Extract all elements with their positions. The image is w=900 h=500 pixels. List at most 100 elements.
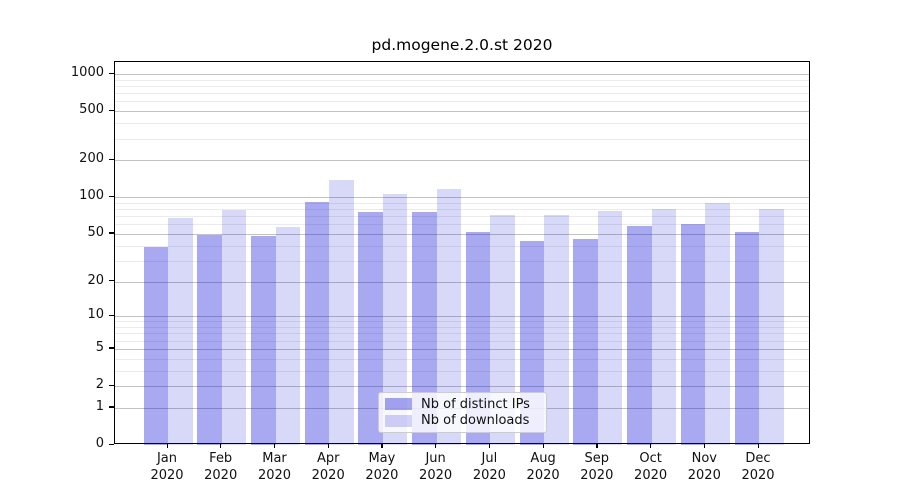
legend-item-downloads: Nb of downloads: [385, 413, 538, 430]
x-tick-label-oct: Oct 2020: [634, 451, 668, 483]
y-tick-20: [109, 280, 114, 282]
x-tick-label-jun: Jun 2020: [419, 451, 453, 483]
bar-distinct-ips-jan: [143, 246, 168, 445]
y-tick-label-20: 20: [87, 272, 104, 288]
x-tick-dec: [757, 444, 759, 448]
gridline-y-minor-7: [115, 333, 809, 335]
gridline-y-2: [115, 386, 809, 387]
gridline-y-minor-400: [115, 123, 809, 125]
bar-downloads-jan: [168, 218, 193, 445]
bar-downloads-mar: [275, 226, 300, 445]
gridline-y-minor-300: [115, 138, 809, 140]
y-tick-0: [109, 443, 114, 445]
x-tick-label-aug: Aug 2020: [526, 451, 560, 483]
y-tick-10: [109, 314, 114, 316]
gridline-y-100: [115, 197, 809, 199]
y-tick-100: [109, 195, 114, 197]
x-tick-jan: [166, 444, 168, 448]
y-tick-label-500: 500: [79, 102, 104, 118]
x-tick-label-feb: Feb 2020: [204, 451, 238, 483]
y-tick-label-5: 5: [95, 339, 104, 355]
bar-downloads-aug: [544, 215, 569, 445]
y-tick-label-10: 10: [87, 307, 104, 323]
x-tick-sep: [596, 444, 598, 448]
bar-downloads-feb: [221, 210, 247, 445]
bar-downloads-oct: [651, 209, 677, 445]
gridline-y-minor-6: [115, 340, 809, 342]
y-tick-2: [109, 384, 114, 386]
x-tick-label-may: May 2020: [365, 451, 399, 483]
y-tick-label-50: 50: [87, 224, 104, 240]
bar-downloads-dec: [759, 209, 784, 445]
gridline-y-20: [115, 281, 809, 283]
legend-item-distinct-ips: Nb of distinct IPs: [385, 396, 538, 413]
y-tick-label-2: 2: [95, 377, 104, 392]
y-tick-label-1000: 1000: [70, 65, 104, 80]
x-tick-label-jan: Jan 2020: [150, 451, 184, 483]
gridline-y-1000: [115, 74, 809, 75]
gridline-y-minor-3: [115, 370, 809, 372]
y-tick-50: [109, 232, 114, 234]
gridline-y-minor-40: [115, 245, 809, 247]
y-tick-label-100: 100: [79, 188, 104, 204]
legend: Nb of distinct IPs Nb of downloads: [378, 392, 547, 433]
gridline-y-minor-8: [115, 327, 809, 328]
bar-distinct-ips-nov: [680, 224, 706, 445]
gridline-y-minor-30: [115, 260, 809, 262]
plot-area: [114, 61, 810, 445]
x-tick-aug: [542, 444, 544, 448]
gridline-y-minor-4: [115, 358, 809, 360]
x-tick-jul: [488, 444, 491, 448]
x-tick-label-dec: Dec 2020: [741, 451, 775, 483]
gridline-y-minor-800: [115, 85, 809, 87]
gridline-y-500: [115, 111, 809, 113]
gridline-y-minor-900: [115, 79, 809, 81]
legend-label-downloads: Nb of downloads: [421, 413, 530, 429]
bar-distinct-ips-apr: [304, 201, 330, 445]
legend-label-distinct-ips: Nb of distinct IPs: [421, 396, 530, 412]
gridline-y-minor-600: [115, 101, 809, 103]
y-tick-label-200: 200: [79, 151, 104, 167]
bar-distinct-ips-sep: [573, 239, 598, 445]
x-tick-label-apr: Apr 2020: [311, 451, 345, 483]
x-tick-jun: [435, 444, 437, 448]
y-tick-label-1: 1: [95, 398, 104, 414]
x-tick-apr: [327, 444, 329, 448]
bar-distinct-ips-dec: [734, 231, 759, 445]
gridline-y-200: [115, 160, 809, 162]
gridline-y-minor-9: [115, 321, 809, 323]
y-tick-label-0: 0: [95, 436, 104, 451]
x-tick-may: [381, 444, 383, 448]
bar-distinct-ips-mar: [251, 236, 276, 445]
x-tick-nov: [703, 444, 706, 448]
x-tick-label-jul: Jul 2020: [472, 451, 506, 483]
bar-distinct-ips-feb: [197, 234, 222, 445]
x-tick-oct: [650, 444, 652, 448]
legend-swatch-downloads: [385, 414, 412, 427]
x-tick-feb: [220, 444, 222, 448]
y-tick-500: [109, 109, 114, 111]
bar-layer: [115, 62, 809, 445]
legend-swatch-distinct-ips: [385, 398, 412, 411]
y-tick-1000: [109, 72, 114, 74]
y-tick-5: [109, 347, 114, 349]
gridline-y-minor-80: [115, 209, 809, 210]
gridline-y-minor-70: [115, 216, 809, 218]
x-tick-label-mar: Mar 2020: [257, 451, 292, 483]
gridline-y-50: [115, 233, 809, 235]
gridline-y-minor-90: [115, 202, 809, 204]
bar-distinct-ips-oct: [627, 226, 652, 445]
chart-title: pd.mogene.2.0.st 2020: [371, 36, 553, 54]
x-tick-mar: [274, 444, 276, 448]
bar-downloads-nov: [705, 203, 730, 445]
gridline-y-minor-60: [115, 224, 809, 226]
gridline-y-5: [115, 348, 809, 350]
y-tick-1: [109, 406, 114, 408]
gridline-y-10: [115, 316, 809, 318]
y-tick-200: [109, 158, 114, 160]
bar-downloads-sep: [597, 211, 623, 445]
x-tick-label-nov: Nov 2020: [687, 451, 721, 483]
x-tick-label-sep: Sep 2020: [580, 451, 614, 483]
bar-downloads-apr: [329, 180, 354, 445]
